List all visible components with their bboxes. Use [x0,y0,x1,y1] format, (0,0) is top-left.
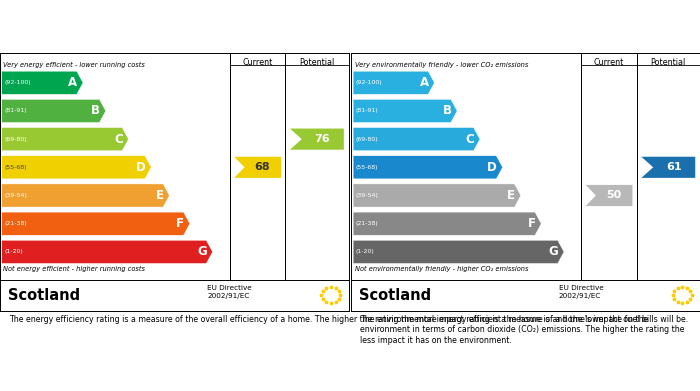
Text: D: D [487,161,497,174]
Text: EU Directive
2002/91/EC: EU Directive 2002/91/EC [207,285,252,299]
Text: 61: 61 [666,162,682,172]
Polygon shape [353,212,541,235]
Text: Potential: Potential [300,59,335,68]
Polygon shape [353,127,480,151]
Text: 50: 50 [606,190,622,201]
Text: (81-91): (81-91) [356,108,378,113]
Text: Scotland: Scotland [8,288,80,303]
Text: (55-68): (55-68) [4,165,27,170]
Text: E: E [508,189,515,202]
Text: Scotland: Scotland [359,288,431,303]
Text: Not environmentally friendly - higher CO₂ emissions: Not environmentally friendly - higher CO… [355,266,528,272]
Text: A: A [420,76,429,89]
Text: Current: Current [594,59,624,68]
Text: Potential: Potential [651,59,686,68]
Text: C: C [114,133,123,145]
Text: G: G [197,246,207,258]
Text: (81-91): (81-91) [4,108,27,113]
Polygon shape [1,212,190,235]
Text: (39-54): (39-54) [356,193,379,198]
Text: F: F [176,217,184,230]
Polygon shape [353,156,503,179]
Polygon shape [1,71,83,94]
Text: 68: 68 [255,162,270,172]
Text: (92-100): (92-100) [4,80,31,85]
Polygon shape [1,240,213,264]
Text: D: D [136,161,146,174]
Polygon shape [353,240,564,264]
Polygon shape [353,99,457,122]
Text: (1-20): (1-20) [356,249,375,255]
Text: Energy Efficiency Rating: Energy Efficiency Rating [8,22,167,31]
Text: Current: Current [242,59,273,68]
Text: G: G [549,246,559,258]
Polygon shape [290,129,344,150]
Text: B: B [442,104,452,117]
Text: (55-68): (55-68) [356,165,378,170]
Text: (1-20): (1-20) [4,249,23,255]
Text: Not energy efficient - higher running costs: Not energy efficient - higher running co… [4,266,146,272]
Text: C: C [466,133,475,145]
Text: The environmental impact rating is a measure of a home's impact on the environme: The environmental impact rating is a mea… [360,315,685,344]
Polygon shape [1,99,106,122]
Text: B: B [91,104,100,117]
Text: (92-100): (92-100) [356,80,382,85]
Text: (21-38): (21-38) [4,221,27,226]
Text: A: A [69,76,78,89]
Text: (69-80): (69-80) [356,136,378,142]
Text: EU Directive
2002/91/EC: EU Directive 2002/91/EC [559,285,603,299]
Polygon shape [1,127,129,151]
Text: Environmental Impact (CO₂) Rating: Environmental Impact (CO₂) Rating [360,22,586,31]
Polygon shape [353,184,521,207]
Text: E: E [156,189,164,202]
Polygon shape [586,185,632,206]
Text: Very energy efficient - lower running costs: Very energy efficient - lower running co… [4,62,146,68]
Polygon shape [1,184,169,207]
Text: (69-80): (69-80) [4,136,27,142]
Polygon shape [641,157,695,178]
Polygon shape [234,157,281,178]
Text: 76: 76 [314,134,330,144]
Text: F: F [528,217,536,230]
Polygon shape [353,71,435,94]
Polygon shape [1,156,151,179]
Text: (21-38): (21-38) [356,221,378,226]
Text: Very environmentally friendly - lower CO₂ emissions: Very environmentally friendly - lower CO… [355,62,528,68]
Text: (39-54): (39-54) [4,193,27,198]
Text: The energy efficiency rating is a measure of the overall efficiency of a home. T: The energy efficiency rating is a measur… [8,315,688,324]
